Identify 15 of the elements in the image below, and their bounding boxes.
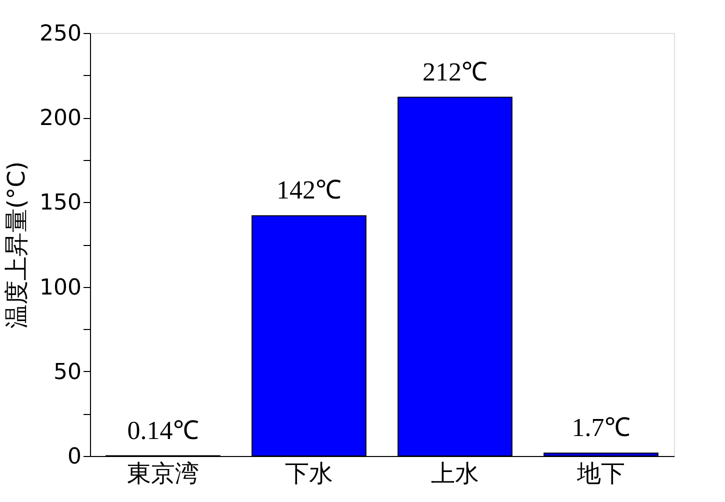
x-tick-label: 下水 [285, 460, 333, 488]
x-tick-label: 東京湾 [127, 460, 199, 488]
y-tick-label: 0 [68, 444, 82, 470]
y-axis-title: 温度上昇量(°C) [2, 161, 31, 329]
y-tick-label: 150 [40, 190, 82, 216]
data-label: 1.7℃ [572, 413, 630, 442]
x-tick-label: 地下 [576, 460, 625, 488]
y-tick-label: 50 [54, 360, 82, 385]
data-label: 142℃ [276, 176, 342, 205]
y-tick-label: 250 [40, 22, 82, 46]
data-label: 212℃ [422, 57, 488, 86]
x-tick-label: 上水 [431, 460, 479, 488]
y-tick-label: 100 [40, 275, 82, 300]
y-tick-label: 200 [40, 106, 82, 132]
data-label: 0.14℃ [127, 416, 199, 445]
